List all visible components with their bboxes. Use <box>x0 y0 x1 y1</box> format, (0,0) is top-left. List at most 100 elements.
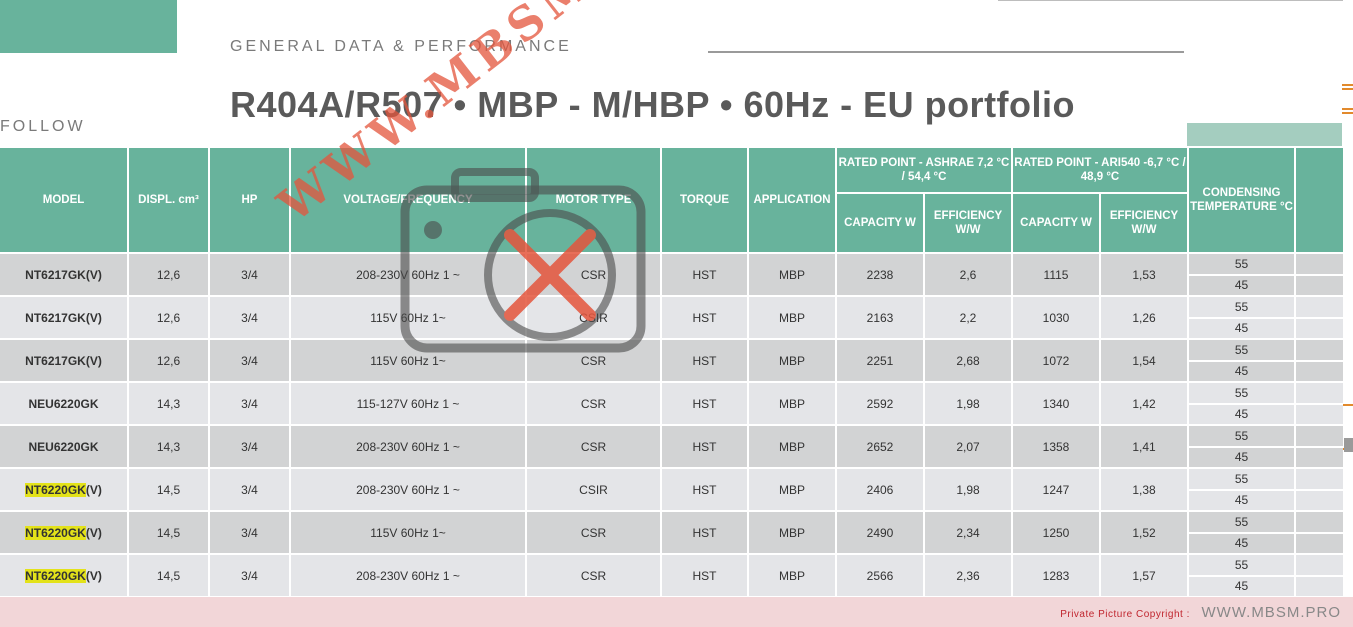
table-row: NEU6220GK 14,3 3/4 115-127V 60Hz 1 ~ CSR HST M… <box>0 381 1343 424</box>
footer-band <box>0 597 1353 627</box>
cell-efficiency-ashrae: 2,2 <box>925 295 1011 338</box>
section-title: GENERAL DATA & PERFORMANCE <box>230 38 572 55</box>
cell-efficiency-ashrae: 2,6 <box>925 252 1011 295</box>
cell-application: MBP <box>749 381 835 424</box>
cell-model: NEU6220GK <box>0 424 127 467</box>
cell-extra <box>1296 424 1343 467</box>
model-suffix: (V) <box>85 525 102 540</box>
cell-application: MBP <box>749 553 835 596</box>
section-rule <box>708 51 1184 53</box>
cell-model: NT6217GK(V) <box>0 295 127 338</box>
cell-capacity-ashrae: 2652 <box>837 424 923 467</box>
cell-efficiency-ari: 1,54 <box>1101 338 1187 381</box>
cell-voltage: 208-230V 60Hz 1 ~ <box>291 553 525 596</box>
cell-voltage: 208-230V 60Hz 1 ~ <box>291 467 525 510</box>
scrollbar-thumb[interactable] <box>1344 438 1353 452</box>
cell-condensing: 55 45 <box>1189 252 1294 295</box>
header-accent-block <box>1187 123 1342 146</box>
cond-low: 45 <box>1189 316 1294 339</box>
cond-low: 45 <box>1189 402 1294 425</box>
table-row: NT6220GK(V) 14,5 3/4 208-230V 60Hz 1 ~ CSR HS… <box>0 553 1343 596</box>
col-header-efficiency-ashrae: EFFICIENCY W/W <box>925 194 1011 252</box>
cell-model: NT6217GK(V) <box>0 252 127 295</box>
cell-efficiency-ari: 1,41 <box>1101 424 1187 467</box>
cell-extra <box>1296 553 1343 596</box>
cell-hp: 3/4 <box>210 553 289 596</box>
cell-condensing: 55 45 <box>1189 295 1294 338</box>
cell-torque: HST <box>662 467 747 510</box>
cell-efficiency-ari: 1,26 <box>1101 295 1187 338</box>
cell-hp: 3/4 <box>210 424 289 467</box>
cell-model: NT6220GK(V) <box>0 467 127 510</box>
cell-efficiency-ashrae: 2,07 <box>925 424 1011 467</box>
cell-capacity-ashrae: 2592 <box>837 381 923 424</box>
col-header-efficiency-ari: EFFICIENCY W/W <box>1101 194 1187 252</box>
table-row: NT6217GK(V) 12,6 3/4 115V 60Hz 1~ CSR HST MBP 2… <box>0 338 1343 381</box>
cond-high: 55 <box>1234 256 1249 271</box>
cell-motor: CSR <box>527 252 660 295</box>
green-tab <box>0 0 177 53</box>
cell-condensing: 55 45 <box>1189 467 1294 510</box>
cell-capacity-ashrae: 2163 <box>837 295 923 338</box>
col-group-ari540: RATED POINT - ARI540 -6,7 °C / 48,9 °C <box>1013 148 1187 194</box>
cell-displ: 14,3 <box>129 424 208 467</box>
cell-capacity-ashrae: 2490 <box>837 510 923 553</box>
top-divider <box>998 0 1343 1</box>
footer-url[interactable]: WWW.MBSM.PRO <box>1201 604 1341 621</box>
cond-low: 45 <box>1189 445 1294 468</box>
cell-motor: CSR <box>527 424 660 467</box>
cell-capacity-ari: 1072 <box>1013 338 1099 381</box>
cond-high: 55 <box>1234 299 1249 314</box>
cell-efficiency-ashrae: 1,98 <box>925 467 1011 510</box>
follow-label: FOLLOW <box>0 118 86 135</box>
model-highlight: NT6220GK <box>25 568 86 583</box>
model-highlight: NT6220GK <box>25 525 86 540</box>
cell-capacity-ari: 1030 <box>1013 295 1099 338</box>
cell-condensing: 55 45 <box>1189 424 1294 467</box>
cell-capacity-ari: 1283 <box>1013 553 1099 596</box>
cell-hp: 3/4 <box>210 381 289 424</box>
cell-extra <box>1296 467 1343 510</box>
cell-extra <box>1296 252 1343 295</box>
cell-application: MBP <box>749 338 835 381</box>
cell-efficiency-ari: 1,52 <box>1101 510 1187 553</box>
cell-extra <box>1296 295 1343 338</box>
cell-voltage: 115-127V 60Hz 1 ~ <box>291 381 525 424</box>
cell-motor: CSIR <box>527 295 660 338</box>
cell-efficiency-ari: 1,57 <box>1101 553 1187 596</box>
model-suffix: (V) <box>85 568 102 583</box>
cell-torque: HST <box>662 381 747 424</box>
cell-displ: 12,6 <box>129 252 208 295</box>
cell-efficiency-ashrae: 1,98 <box>925 381 1011 424</box>
cell-application: MBP <box>749 295 835 338</box>
model-highlight: NT6220GK <box>25 482 86 497</box>
footer-copyright: Private Picture Copyright : <box>1060 609 1190 620</box>
cell-hp: 3/4 <box>210 510 289 553</box>
cell-capacity-ari: 1358 <box>1013 424 1099 467</box>
cell-efficiency-ari: 1,53 <box>1101 252 1187 295</box>
col-header-model: MODEL <box>0 148 127 252</box>
cell-efficiency-ashrae: 2,68 <box>925 338 1011 381</box>
cond-high: 55 <box>1234 342 1249 357</box>
model-suffix: (V) <box>85 482 102 497</box>
cell-efficiency-ari: 1,38 <box>1101 467 1187 510</box>
cell-capacity-ashrae: 2251 <box>837 338 923 381</box>
cell-hp: 3/4 <box>210 338 289 381</box>
col-header-capacity-ashrae: CAPACITY W <box>837 194 923 252</box>
cond-low: 45 <box>1189 359 1294 382</box>
cell-displ: 14,5 <box>129 510 208 553</box>
cell-model: NT6220GK(V) <box>0 553 127 596</box>
cond-high: 55 <box>1234 385 1249 400</box>
cell-efficiency-ari: 1,42 <box>1101 381 1187 424</box>
table-row: NT6220GK(V) 14,5 3/4 208-230V 60Hz 1 ~ CSIR H… <box>0 467 1343 510</box>
col-header-condensing: CONDENSING TEMPERATURE °C <box>1189 148 1294 252</box>
cond-low: 45 <box>1189 273 1294 296</box>
cell-extra <box>1296 338 1343 381</box>
cell-capacity-ashrae: 2406 <box>837 467 923 510</box>
cond-high: 55 <box>1234 428 1249 443</box>
cell-condensing: 55 45 <box>1189 381 1294 424</box>
cell-motor: CSR <box>527 553 660 596</box>
cell-efficiency-ashrae: 2,36 <box>925 553 1011 596</box>
cond-high: 55 <box>1234 471 1249 486</box>
cell-capacity-ashrae: 2566 <box>837 553 923 596</box>
